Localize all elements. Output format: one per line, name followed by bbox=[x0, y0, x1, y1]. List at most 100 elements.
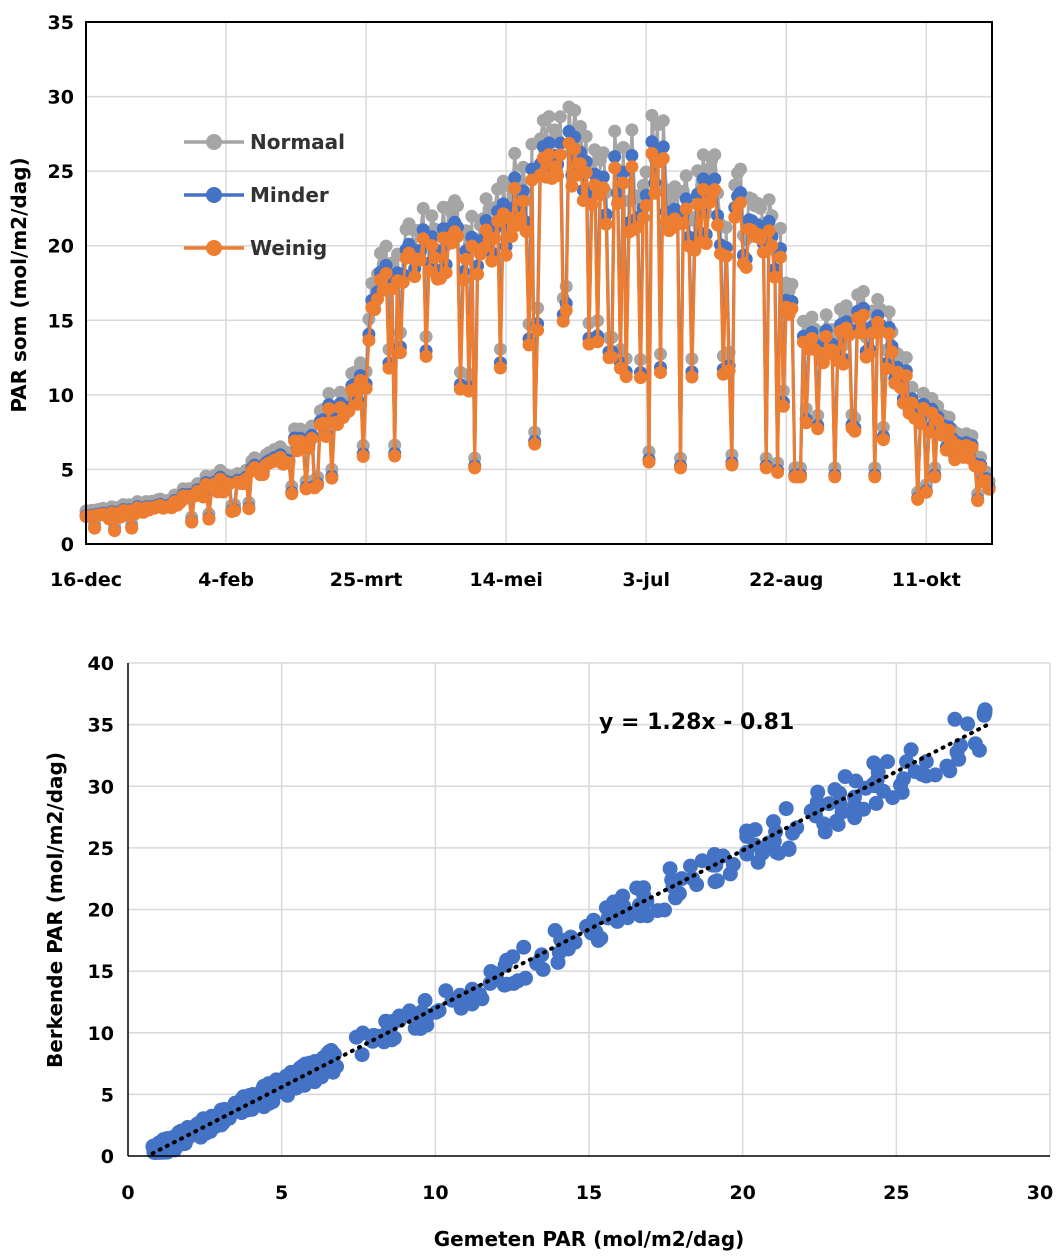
c1-point-normaal bbox=[596, 146, 610, 160]
c1-point-weinig bbox=[674, 461, 687, 475]
c2-point bbox=[217, 1104, 233, 1120]
c1-point-weinig bbox=[762, 224, 776, 238]
c1-point-normaal bbox=[416, 201, 430, 215]
c1-point-weinig bbox=[393, 346, 407, 360]
c1-point-weinig bbox=[502, 211, 516, 225]
c2-ytick-label: 20 bbox=[88, 900, 114, 922]
c2-point bbox=[348, 1029, 364, 1045]
c1-point-weinig bbox=[848, 424, 862, 438]
c1-point-weinig bbox=[579, 166, 593, 180]
c1-point-weinig bbox=[185, 515, 199, 529]
c1-point-weinig bbox=[468, 461, 482, 475]
c1-point-weinig bbox=[708, 183, 722, 197]
c1-point-normaal bbox=[579, 129, 593, 143]
c1-legend-label: Normaal bbox=[250, 130, 345, 154]
c2-point bbox=[942, 763, 958, 779]
c1-point-weinig bbox=[242, 502, 256, 516]
c1-point-weinig bbox=[625, 160, 639, 174]
c1-point-weinig bbox=[488, 231, 502, 245]
c2-ytick-label: 35 bbox=[88, 715, 114, 737]
c1-legend-swatch-marker bbox=[206, 134, 222, 150]
c1-point-weinig bbox=[642, 455, 656, 469]
c2-point bbox=[899, 754, 915, 770]
c1-point-weinig bbox=[679, 202, 693, 216]
c1-point-weinig bbox=[771, 465, 785, 479]
c1-point-weinig bbox=[196, 490, 210, 504]
c1-point-normaal bbox=[805, 310, 819, 324]
c2-point bbox=[771, 845, 787, 861]
c2-trendline-path bbox=[150, 722, 991, 1156]
c2-xtick-label: 0 bbox=[121, 1182, 134, 1204]
c1-legend-label: Minder bbox=[250, 183, 329, 207]
c1-point-weinig bbox=[868, 470, 882, 484]
c1-point-minder bbox=[734, 186, 747, 200]
c1-point-weinig bbox=[922, 425, 936, 439]
c1-xtick-label: 4-feb bbox=[198, 569, 254, 591]
c1-point-weinig bbox=[88, 521, 102, 535]
c1-point-weinig bbox=[836, 357, 850, 371]
c2-point bbox=[725, 857, 741, 872]
c1-ytick-label: 0 bbox=[61, 534, 74, 556]
c1-point-weinig bbox=[656, 152, 670, 165]
c1-point-weinig bbox=[799, 416, 813, 430]
c1-point-weinig bbox=[456, 273, 470, 287]
c2-point bbox=[971, 742, 987, 758]
c1-point-weinig bbox=[879, 362, 893, 376]
c2-point bbox=[868, 795, 884, 811]
c1-point-minder bbox=[596, 170, 610, 184]
c1-point-weinig bbox=[516, 194, 530, 208]
c2-ytick-label: 30 bbox=[88, 776, 114, 798]
c2-point bbox=[880, 754, 895, 770]
c2-point bbox=[516, 939, 532, 955]
c1-point-weinig bbox=[439, 266, 453, 280]
c1-point-weinig bbox=[794, 470, 807, 484]
c1-point-normaal bbox=[636, 178, 650, 192]
c1-point-weinig bbox=[631, 220, 645, 234]
c1-legend-swatch-marker bbox=[206, 240, 222, 256]
c1-point-minder bbox=[625, 149, 639, 162]
c1-point-weinig bbox=[413, 253, 427, 267]
c1-point-weinig bbox=[356, 449, 370, 463]
c1-point-weinig bbox=[316, 416, 330, 430]
c1-point-weinig bbox=[911, 492, 925, 506]
c1-point-weinig bbox=[685, 370, 699, 384]
c2-xtick-label: 5 bbox=[275, 1182, 288, 1204]
c2-gridlines bbox=[128, 662, 1051, 1156]
c2-point bbox=[550, 954, 566, 970]
c1-point-normaal bbox=[899, 351, 913, 365]
c2-point bbox=[662, 861, 678, 877]
c1-legend: Normaal Minder Weinig bbox=[184, 130, 345, 260]
c1-point-weinig bbox=[408, 270, 422, 284]
c2-point bbox=[837, 769, 853, 785]
c1-point-weinig bbox=[485, 254, 499, 268]
c1-point-weinig bbox=[691, 197, 705, 211]
c1-point-weinig bbox=[493, 361, 507, 375]
c1-point-normaal bbox=[425, 209, 439, 223]
c2-point bbox=[808, 808, 824, 824]
c2-point bbox=[866, 755, 882, 771]
c1-point-normaal bbox=[608, 124, 622, 138]
c1-point-normaal bbox=[625, 123, 639, 137]
c1-point-weinig bbox=[428, 251, 442, 265]
c1-point-weinig bbox=[319, 430, 333, 443]
c2-point bbox=[159, 1131, 175, 1147]
c2-point bbox=[414, 1004, 429, 1020]
c1-point-weinig bbox=[619, 370, 633, 384]
c1-point-weinig bbox=[311, 478, 324, 492]
c1-point-weinig bbox=[754, 232, 767, 246]
c1-point-normaal bbox=[553, 110, 567, 124]
c2-point bbox=[297, 1056, 313, 1072]
c1-point-weinig bbox=[528, 437, 542, 451]
c2-point bbox=[828, 813, 844, 829]
c1-point-normaal bbox=[856, 285, 870, 298]
c1-point-weinig bbox=[565, 179, 579, 193]
c1-point-normaal bbox=[379, 239, 393, 253]
c2-point bbox=[417, 993, 433, 1008]
c1-point-weinig bbox=[805, 332, 819, 345]
c2-point bbox=[817, 824, 833, 840]
c1-point-weinig bbox=[462, 384, 476, 398]
c2-point bbox=[960, 716, 976, 732]
c2-trendline-equation: y = 1.28x - 0.81 bbox=[599, 710, 794, 735]
c2-xtick-label: 25 bbox=[883, 1182, 909, 1204]
c1-point-weinig bbox=[382, 361, 396, 375]
